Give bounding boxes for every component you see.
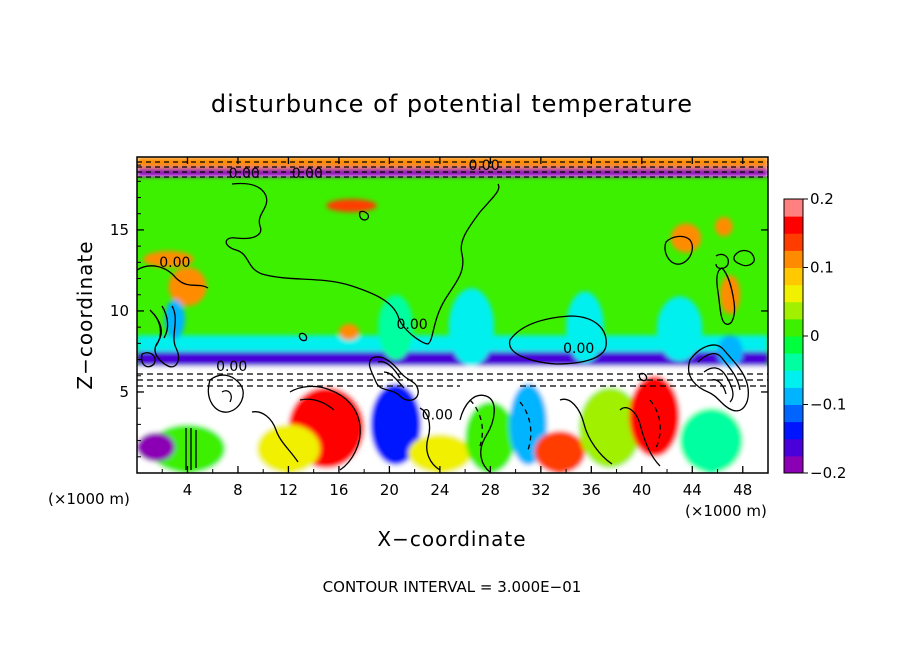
y-tick-label: 5 bbox=[119, 383, 129, 401]
colorbar-swatch bbox=[784, 438, 803, 457]
x-unit-label-left: (×1000 m) bbox=[48, 490, 130, 508]
colorbar-tick-label: 0.2 bbox=[810, 190, 834, 208]
colorbar-tick-label: −0.1 bbox=[810, 396, 846, 414]
colorbar-swatch bbox=[784, 421, 803, 440]
field-blob bbox=[143, 250, 194, 268]
y-axis-label: Z−coordinate bbox=[73, 240, 97, 389]
field-blob bbox=[656, 296, 703, 362]
contour-label: 0.00 bbox=[292, 166, 323, 182]
colorbar-swatch bbox=[784, 199, 803, 217]
contour-line bbox=[509, 315, 607, 365]
contour-line-dashed bbox=[137, 373, 768, 387]
field-blob bbox=[408, 434, 472, 473]
colorbar-swatch bbox=[784, 301, 803, 320]
contour-line bbox=[251, 407, 441, 471]
contour-lines bbox=[137, 161, 768, 473]
x-tick-label: 4 bbox=[183, 481, 193, 499]
colorbar-swatch bbox=[784, 353, 803, 371]
contour-line-dashed bbox=[469, 399, 661, 451]
plot-frame bbox=[136, 156, 769, 474]
field-blob bbox=[714, 216, 733, 237]
field-blob bbox=[717, 335, 743, 368]
contour-label: 0.00 bbox=[563, 341, 594, 357]
field-blob bbox=[370, 383, 421, 465]
colorbar: −0.2 −0.1 0 0.1 0.2 bbox=[783, 190, 846, 482]
colorbar-swatch bbox=[784, 387, 803, 405]
contour-label: 0.00 bbox=[229, 166, 260, 182]
field-shading bbox=[137, 157, 768, 473]
x-tick-label: 8 bbox=[233, 481, 243, 499]
colorbar-swatch bbox=[784, 233, 803, 251]
x-tick-label: 44 bbox=[683, 481, 702, 499]
x-tick-label: 32 bbox=[531, 481, 550, 499]
chart-title: disturbunce of potential temperature bbox=[211, 90, 693, 118]
field-blob bbox=[378, 294, 414, 360]
contour-labels: 0.00 0.00 0.00 0.00 0.00 0.00 0.00 0.00 bbox=[159, 158, 594, 424]
contour-line bbox=[185, 428, 197, 470]
colorbar-swatch bbox=[784, 267, 803, 286]
field-blob bbox=[679, 408, 743, 473]
y-tick-label: 10 bbox=[110, 302, 129, 320]
field-blob bbox=[338, 323, 360, 341]
contour-label: 0.00 bbox=[397, 317, 428, 333]
field-blob bbox=[566, 291, 604, 363]
colorbar-swatch bbox=[784, 370, 803, 388]
x-tick-label: 28 bbox=[481, 481, 500, 499]
contour-line bbox=[697, 352, 741, 403]
contour-line bbox=[149, 305, 180, 368]
field-blob bbox=[137, 432, 175, 462]
colorbar-swatch bbox=[784, 284, 803, 303]
plot-area: 0.00 0.000.000.000.000.000.000.00 4 8 12 16 2… bbox=[110, 156, 769, 499]
x-tick-label: 20 bbox=[380, 481, 399, 499]
colorbar-swatches bbox=[784, 199, 803, 474]
contour-label: 0.00 bbox=[159, 255, 190, 271]
contour-line-dashed bbox=[137, 161, 768, 178]
colorbar-swatch bbox=[784, 455, 803, 474]
colorbar-tick-label: 0 bbox=[810, 327, 820, 345]
contour-line bbox=[687, 344, 749, 412]
colorbar-swatch bbox=[784, 216, 803, 234]
contour-line bbox=[141, 305, 169, 368]
field-blob bbox=[720, 275, 741, 315]
colorbar-tick-label: −0.2 bbox=[810, 464, 846, 482]
colorbar-swatch bbox=[784, 250, 803, 268]
field-blob bbox=[629, 375, 680, 457]
colorbar-ticks: −0.2 −0.1 0 0.1 0.2 bbox=[803, 190, 846, 482]
contour-line bbox=[137, 265, 209, 289]
temperature-field bbox=[137, 157, 768, 473]
x-tick-label: 12 bbox=[279, 481, 298, 499]
field-blob bbox=[465, 401, 516, 473]
x-unit-label-right: (×1000 m) bbox=[685, 502, 767, 520]
contour-label: 0.00 bbox=[468, 158, 499, 174]
contour-interval-text: CONTOUR INTERVAL = 3.000E−01 bbox=[323, 578, 582, 596]
x-tick-label: 16 bbox=[329, 481, 348, 499]
contour-line bbox=[225, 182, 500, 345]
x-tick-label: 48 bbox=[733, 481, 752, 499]
contour-line bbox=[716, 267, 736, 325]
field-blob bbox=[168, 267, 207, 307]
contour-label: 0.00 bbox=[216, 359, 247, 375]
field-blob bbox=[448, 288, 495, 367]
colorbar-swatch bbox=[784, 404, 803, 423]
x-tick-label: 40 bbox=[632, 481, 651, 499]
contour-line bbox=[664, 235, 755, 270]
contour-line bbox=[559, 398, 661, 467]
contour-line bbox=[207, 374, 244, 413]
field-blob bbox=[326, 199, 377, 213]
x-tick-label: 36 bbox=[582, 481, 601, 499]
colorbar-swatch bbox=[784, 318, 803, 337]
colorbar-tick-label: 0.1 bbox=[810, 259, 834, 277]
contour-line bbox=[298, 210, 648, 382]
y-tick-label: 15 bbox=[110, 221, 129, 239]
field-band bbox=[137, 351, 768, 367]
x-axis-label: X−coordinate bbox=[377, 527, 526, 551]
colorbar-swatch bbox=[784, 336, 803, 354]
contour-line bbox=[368, 356, 419, 401]
field-band bbox=[137, 157, 768, 169]
x-tick-label: 24 bbox=[430, 481, 449, 499]
field-blob bbox=[534, 430, 586, 473]
contour-label: 0.00 bbox=[422, 408, 453, 424]
